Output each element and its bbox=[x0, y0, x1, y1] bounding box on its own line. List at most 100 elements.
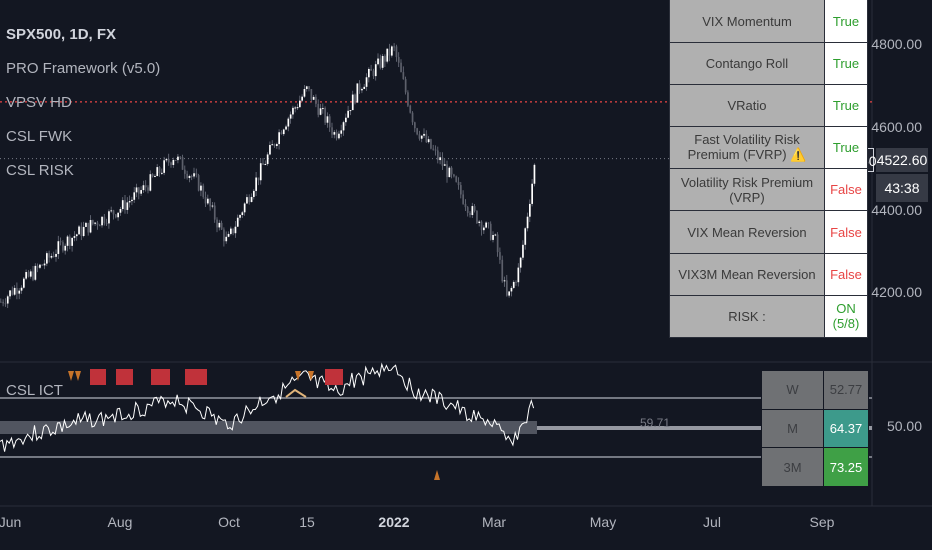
risk-value: True bbox=[824, 0, 868, 44]
candle-body bbox=[427, 139, 430, 143]
candle-body bbox=[289, 114, 292, 119]
candle-body bbox=[246, 197, 248, 204]
candle-body bbox=[351, 94, 354, 111]
candle-body bbox=[151, 174, 154, 177]
candle-body bbox=[34, 265, 37, 280]
candle-body bbox=[18, 290, 21, 294]
candle-body bbox=[496, 234, 499, 253]
candle-body bbox=[41, 264, 44, 266]
candle-body bbox=[331, 127, 333, 135]
candle-body bbox=[457, 181, 460, 186]
candle-body bbox=[386, 48, 389, 62]
candle-body bbox=[9, 290, 11, 297]
candle-body bbox=[98, 225, 101, 227]
candle-body bbox=[59, 241, 62, 243]
candle-body bbox=[140, 190, 142, 194]
candle-body bbox=[354, 94, 356, 103]
candle-body bbox=[303, 89, 306, 97]
price-tick-4200: 4200.00 bbox=[871, 284, 922, 300]
candle-body bbox=[269, 144, 271, 155]
oscillator-line bbox=[0, 362, 535, 452]
signal-triangle-down bbox=[308, 371, 314, 381]
candle-body bbox=[4, 303, 7, 305]
candle-body bbox=[441, 157, 444, 166]
candle-body bbox=[55, 253, 57, 257]
risk-label: Contango Roll bbox=[669, 42, 825, 86]
candle-body bbox=[379, 58, 382, 68]
candle-body bbox=[163, 160, 165, 173]
candle-body bbox=[96, 222, 99, 226]
candle-body bbox=[368, 68, 370, 78]
candle-body bbox=[409, 105, 412, 113]
risk-value: True bbox=[824, 126, 868, 170]
signal-arc bbox=[285, 388, 307, 398]
candle-body bbox=[278, 132, 280, 145]
candle-body bbox=[170, 162, 172, 165]
candle-body bbox=[174, 159, 177, 161]
candle-body bbox=[184, 169, 186, 174]
signal-triangle-down bbox=[295, 371, 301, 381]
risk-row: RISK : ON (5/8) bbox=[669, 294, 868, 338]
symbol-legend[interactable]: SPX500, 1D, FX bbox=[6, 26, 117, 43]
candle-body bbox=[181, 156, 184, 170]
candle-body bbox=[489, 223, 492, 240]
stat-value: 52.77 bbox=[823, 370, 869, 410]
candle-body bbox=[345, 117, 347, 123]
risk-row: Contango Roll True bbox=[669, 42, 868, 86]
bar-countdown-tag: 43:38 bbox=[876, 174, 928, 202]
candle-body bbox=[250, 196, 253, 202]
indicator-legend-csl-ict[interactable]: CSL ICT bbox=[6, 382, 63, 399]
candle-body bbox=[393, 46, 395, 48]
candle-body bbox=[82, 226, 85, 237]
indicator-legend-vpsv[interactable]: VPSV HD bbox=[6, 94, 72, 111]
candle-body bbox=[487, 222, 490, 224]
risk-label: VIX Momentum bbox=[669, 0, 825, 44]
candle-body bbox=[165, 158, 168, 161]
time-tick-2022: 2022 bbox=[378, 514, 410, 530]
candle-body bbox=[142, 185, 145, 191]
candle-body bbox=[101, 216, 103, 226]
candle-body bbox=[85, 222, 87, 227]
candle-body bbox=[117, 212, 119, 218]
candle-body bbox=[177, 156, 179, 161]
candle-body bbox=[50, 255, 53, 258]
candle-body bbox=[89, 220, 92, 233]
candle-body bbox=[71, 237, 73, 246]
candle-body bbox=[526, 216, 529, 229]
candle-body bbox=[23, 278, 25, 288]
candle-body bbox=[87, 222, 90, 233]
candle-body bbox=[508, 291, 510, 296]
candle-body bbox=[501, 259, 504, 282]
risk-value: True bbox=[824, 84, 868, 128]
candle-body bbox=[480, 221, 483, 231]
candle-body bbox=[363, 86, 366, 89]
candle-body bbox=[158, 167, 161, 174]
candle-body bbox=[92, 220, 94, 224]
candle-body bbox=[154, 176, 156, 178]
candle-body bbox=[437, 150, 439, 161]
candle-body bbox=[94, 222, 96, 224]
candle-body bbox=[16, 287, 18, 294]
indicator-legend-pro-framework[interactable]: PRO Framework (v5.0) bbox=[6, 60, 161, 77]
candle-body bbox=[519, 257, 522, 268]
risk-value: ON (5/8) bbox=[824, 294, 868, 338]
candle-body bbox=[515, 281, 517, 283]
candle-body bbox=[446, 164, 448, 178]
candle-body bbox=[161, 172, 163, 174]
candle-body bbox=[395, 46, 398, 58]
candle-body bbox=[506, 280, 508, 296]
candle-body bbox=[478, 221, 481, 224]
candle-body bbox=[48, 253, 50, 258]
candle-body bbox=[276, 144, 278, 146]
indicator-legend-csl-risk[interactable]: CSL RISK bbox=[6, 162, 74, 179]
candle-body bbox=[404, 79, 407, 93]
candle-body bbox=[262, 163, 264, 165]
candle-body bbox=[308, 86, 310, 90]
candle-body bbox=[243, 203, 246, 213]
candle-body bbox=[138, 187, 140, 194]
candle-body bbox=[328, 116, 331, 128]
time-tick-jul: Jul bbox=[703, 514, 721, 530]
indicator-legend-csl-fwk[interactable]: CSL FWK bbox=[6, 128, 73, 145]
